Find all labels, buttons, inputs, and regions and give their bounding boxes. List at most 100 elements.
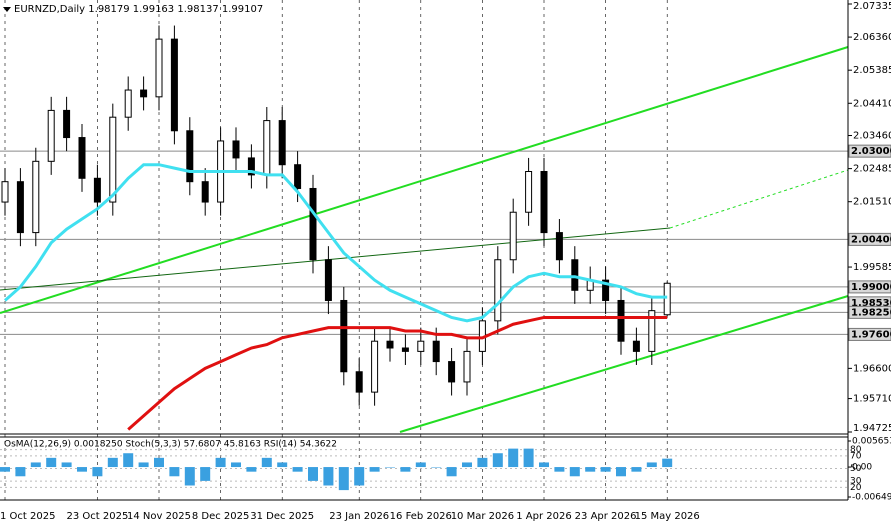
stoch-level-label: 50	[850, 464, 862, 474]
osma-bar	[338, 467, 349, 491]
osma-bar	[61, 462, 72, 468]
candle-body	[340, 299, 348, 373]
osma-bar	[231, 462, 241, 468]
candle-body	[294, 164, 302, 189]
stoch-level-label: 30	[850, 477, 862, 487]
osma-bar	[385, 467, 395, 468]
candle-body	[648, 310, 656, 352]
y-tick-label: 1.95710	[853, 394, 891, 405]
osma-bar	[323, 467, 334, 486]
candle-body	[47, 109, 55, 162]
x-tick-label: 15 May 2026	[635, 511, 700, 522]
level-label: 1.97600	[851, 329, 891, 340]
candle-body	[571, 259, 579, 291]
osma-bar	[523, 448, 534, 468]
osma-bar	[662, 458, 673, 468]
osma-bar	[30, 462, 41, 468]
candle-body	[324, 259, 332, 301]
level-label: 1.98530	[851, 298, 891, 309]
osma-bar	[184, 467, 195, 486]
candle-body	[278, 120, 286, 166]
title-arrow	[3, 7, 11, 12]
candle-body	[109, 116, 117, 203]
y-tick-label: 2.01510	[853, 197, 891, 208]
candle-body	[540, 171, 548, 234]
candle-body	[1, 181, 9, 203]
x-tick-label: 23 Oct 2025	[66, 511, 128, 522]
chart-title: EURNZD,Daily 1.98179 1.99163 1.98137 1.9…	[14, 4, 263, 15]
candle-body	[32, 160, 40, 234]
level-tag	[848, 327, 891, 341]
osma-bar	[169, 467, 180, 477]
candle-body	[632, 340, 640, 352]
osma-bar	[92, 467, 103, 477]
level-label: 1.98250	[851, 307, 891, 318]
indicator-tick-label: -0.006495	[852, 493, 891, 503]
plot	[1, 25, 671, 431]
osma-bar	[308, 467, 318, 481]
osma-bar	[554, 467, 565, 472]
stoch-level-label: 80	[850, 445, 862, 455]
y-tick-label: 2.03460	[853, 131, 891, 142]
x-tick-label: 23 Apr 2026	[575, 511, 637, 522]
candle-body	[186, 130, 194, 183]
candle-body	[247, 157, 255, 176]
candle-body	[16, 181, 24, 234]
indicator-tick-label: 0.005653	[852, 437, 891, 447]
x-tick-label: 31 Dec 2025	[250, 511, 314, 522]
osma-bar	[369, 467, 380, 472]
candle-body	[140, 89, 148, 98]
y-tick-label: 1.99585	[853, 262, 891, 273]
osma-bar	[616, 467, 626, 477]
candle-body	[448, 361, 456, 383]
candle-body	[93, 177, 101, 203]
channel-upper	[0, 46, 849, 314]
candle-body	[263, 120, 271, 176]
candle-body	[124, 89, 132, 118]
osma-bar	[261, 457, 272, 468]
osma-bar	[569, 467, 580, 477]
x-tick-label: 1 Apr 2026	[516, 511, 571, 522]
osma-bar	[539, 462, 549, 468]
grid	[0, 0, 848, 500]
stoch-level-label: 70	[850, 451, 862, 461]
x-tick-label: 1 Oct 2025	[0, 511, 55, 522]
candle-body	[170, 38, 178, 132]
osma-bar	[415, 462, 426, 468]
x-tick-label: 8 Dec 2025	[192, 511, 250, 522]
candle-body	[525, 171, 533, 213]
level-tag	[848, 280, 891, 294]
osma-bar	[107, 457, 118, 468]
channel-mid-ext	[669, 169, 849, 229]
candle-body	[617, 299, 625, 342]
level-label: 2.03000	[851, 146, 891, 157]
y-tick-label: 2.02485	[853, 164, 891, 175]
candle-body	[78, 137, 86, 179]
candle-body	[63, 109, 71, 139]
candle-body	[401, 347, 409, 352]
candle-body	[309, 187, 317, 261]
level-label: 2.00400	[851, 234, 891, 245]
osma-bar	[492, 453, 503, 468]
x-tick-label: 23 Jan 2026	[329, 511, 389, 522]
osma-bar	[215, 457, 226, 468]
osma-bar	[431, 467, 442, 468]
candle-body	[432, 340, 440, 363]
level-tag	[848, 144, 891, 158]
candle-body	[155, 38, 163, 98]
level-label: 1.99000	[851, 282, 891, 293]
candle-body	[232, 140, 240, 159]
osma-bar	[600, 467, 611, 472]
osma-bar	[15, 467, 26, 477]
osma-bar	[354, 467, 365, 486]
x-tick-label: 10 Mar 2026	[451, 511, 514, 522]
osma-bar	[77, 467, 87, 472]
y-tick-label: 2.07335	[853, 1, 891, 12]
osma-bar	[138, 462, 149, 468]
osma-bar	[246, 467, 257, 472]
moving-average	[127, 315, 668, 431]
level-tag	[848, 232, 891, 246]
osma-bar	[400, 467, 411, 472]
y-tick-label: 2.04410	[853, 98, 891, 109]
stoch-level-label: 20	[850, 483, 862, 493]
